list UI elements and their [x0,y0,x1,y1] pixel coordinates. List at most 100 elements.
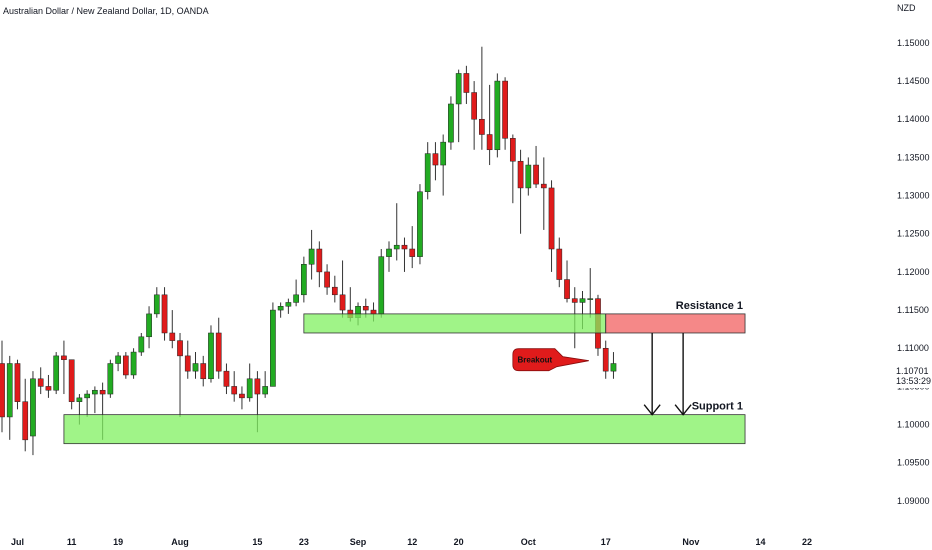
candle-body[interactable] [362,306,369,311]
zone-label: Support 1 [692,401,743,413]
x-tick-label: 20 [454,537,464,547]
candle-body[interactable] [192,363,199,372]
candle-body[interactable] [525,164,532,189]
candle-body[interactable] [115,355,121,364]
candle-body[interactable] [169,332,176,341]
candle-body[interactable] [68,359,75,402]
x-tick-label: Jul [11,537,24,547]
candle-body[interactable] [556,248,563,280]
candle-body[interactable] [331,286,338,296]
candle-body[interactable] [107,363,114,395]
candle-body[interactable] [448,103,454,143]
y-tick-label: 1.14000 [897,114,930,124]
candle-body[interactable] [339,294,346,311]
candle-body[interactable] [277,306,284,311]
candle-body[interactable] [215,332,222,372]
candle-body[interactable] [564,279,570,299]
currency-label: NZD [897,3,916,13]
candle-body[interactable] [308,248,315,265]
candle-body[interactable] [509,138,516,162]
candle-body[interactable] [76,397,83,402]
candle-body[interactable] [324,271,330,288]
candle-body[interactable] [208,332,214,380]
candle-body[interactable] [130,351,137,376]
candle-body[interactable] [246,378,253,399]
candle-body[interactable] [200,363,207,380]
candle-body[interactable] [602,347,609,372]
candle-body[interactable] [571,298,578,303]
candle-body[interactable] [161,294,168,334]
candle-body[interactable] [153,294,160,315]
candle-body[interactable] [254,378,261,395]
candle-body[interactable] [285,302,292,307]
candle-body[interactable] [471,92,477,120]
candle-body[interactable] [223,370,230,387]
candle-body[interactable] [440,141,447,166]
candle-body[interactable] [610,363,617,372]
axes-layer: 1.15000 1.14500 1.14000 1.13500 1.13000 1.125… [11,38,931,547]
candle-body[interactable] [239,393,245,399]
candle-body[interactable] [463,73,470,93]
zone-1 [605,313,746,334]
candle-body[interactable] [84,393,90,399]
candle-body[interactable] [533,164,539,185]
candle-body[interactable] [386,248,392,257]
candle-body[interactable] [479,118,485,135]
candle-body[interactable] [0,363,5,418]
chart-title: Australian Dollar / New Zealand Dollar, … [3,6,209,16]
candle-body[interactable] [53,355,60,391]
candle-body[interactable] [231,386,238,395]
candle-body[interactable] [30,378,36,437]
candle-body[interactable] [455,73,462,105]
candle-body[interactable] [37,378,44,387]
x-tick-label: 11 [67,537,77,547]
x-tick-label: 17 [601,537,611,547]
candle-body[interactable] [22,401,29,441]
last-price-label: 1.10701 [896,366,929,376]
candle-body[interactable] [184,355,191,372]
candle-body[interactable] [424,153,431,193]
candle-body[interactable] [548,187,555,250]
candle-body[interactable] [486,134,493,151]
candle-body[interactable] [45,386,52,391]
x-tick-label: Sep [350,537,367,547]
candle-body[interactable] [262,386,269,395]
candle-body[interactable] [92,389,98,395]
candle-body[interactable] [540,183,547,189]
candle-body[interactable] [370,309,377,315]
x-tick-label: Aug [171,537,189,547]
arrow-head [674,404,692,416]
candle-body[interactable] [14,363,21,402]
candle-body[interactable] [378,256,385,315]
countdown-label: 13:53:29 [896,376,931,386]
candle-body[interactable] [177,340,183,357]
candle-body[interactable] [138,336,145,353]
zones-layer: Resistance 1 Support 1 [63,300,746,445]
x-tick-label: 19 [113,537,123,547]
candle-body[interactable] [417,191,423,257]
candle-body[interactable] [316,248,323,273]
candle-body[interactable] [61,355,67,360]
candle-body[interactable] [432,153,439,166]
candle-body[interactable] [401,244,408,250]
candle-body[interactable] [270,309,276,387]
candle-body[interactable] [579,298,586,303]
candle-body[interactable] [494,80,501,151]
candle-body[interactable] [301,264,307,296]
candle-body[interactable] [122,355,129,376]
annotations-layer: Breakout [512,332,692,416]
candle-body[interactable] [517,160,524,189]
candle-body[interactable] [409,248,416,257]
candle-body[interactable] [99,389,106,395]
candle-body[interactable] [502,80,508,139]
y-tick-label: 1.11000 [897,343,929,353]
candle-body[interactable] [293,294,299,303]
y-tick-label: 1.10000 [897,420,930,430]
y-tick-label: 1.13500 [897,152,930,162]
candle-body[interactable] [393,244,400,250]
x-tick-label: Oct [521,537,536,547]
candle-body[interactable] [6,363,13,418]
candle-body[interactable] [587,298,594,300]
candle-body[interactable] [146,313,152,338]
